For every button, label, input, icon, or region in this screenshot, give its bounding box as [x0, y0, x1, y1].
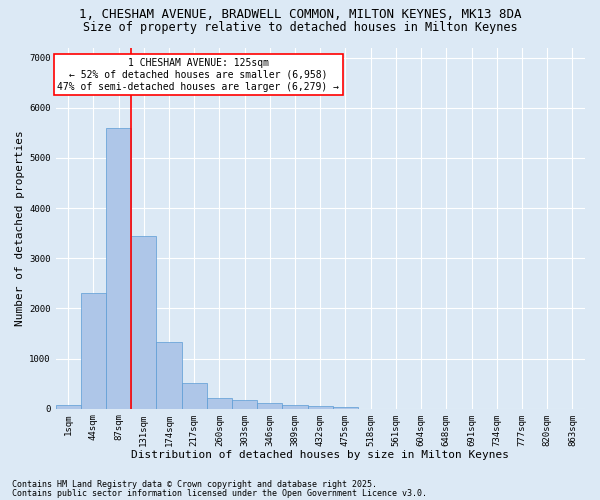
X-axis label: Distribution of detached houses by size in Milton Keynes: Distribution of detached houses by size …: [131, 450, 509, 460]
Bar: [131, 236, 157, 408]
Bar: [232, 400, 257, 408]
Text: Contains public sector information licensed under the Open Government Licence v3: Contains public sector information licen…: [12, 489, 427, 498]
Text: 1 CHESHAM AVENUE: 125sqm
← 52% of detached houses are smaller (6,958)
47% of sem: 1 CHESHAM AVENUE: 125sqm ← 52% of detach…: [58, 58, 340, 92]
Bar: [257, 403, 283, 408]
Bar: [81, 294, 106, 408]
Text: 1, CHESHAM AVENUE, BRADWELL COMMON, MILTON KEYNES, MK13 8DA: 1, CHESHAM AVENUE, BRADWELL COMMON, MILT…: [79, 8, 521, 20]
Bar: [283, 404, 308, 408]
Y-axis label: Number of detached properties: Number of detached properties: [15, 130, 25, 326]
Text: Contains HM Land Registry data © Crown copyright and database right 2025.: Contains HM Land Registry data © Crown c…: [12, 480, 377, 489]
Bar: [182, 382, 207, 408]
Bar: [207, 398, 232, 408]
Bar: [308, 406, 333, 408]
Text: Size of property relative to detached houses in Milton Keynes: Size of property relative to detached ho…: [83, 21, 517, 34]
Bar: [157, 342, 182, 408]
Bar: [106, 128, 131, 408]
Bar: [333, 407, 358, 408]
Bar: [56, 404, 81, 408]
